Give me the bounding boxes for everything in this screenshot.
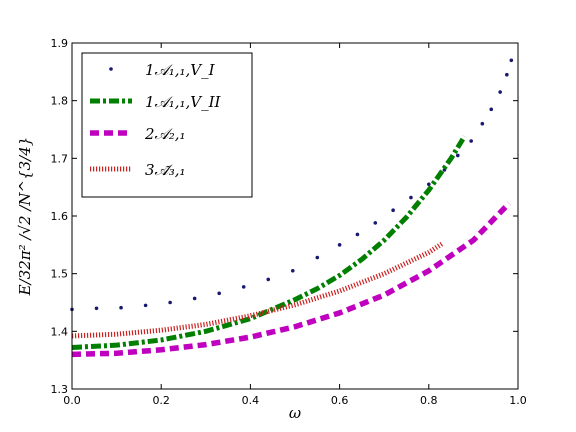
- legend-label-2: 2𝒜₂,₁: [144, 125, 186, 143]
- x-tick-label: 0.8: [420, 394, 438, 407]
- x-tick-label: 0.2: [152, 394, 170, 407]
- legend-box: [81, 52, 253, 198]
- series-line-2: [71, 201, 512, 358]
- data-point-series-0: [337, 243, 342, 247]
- data-point-series-0: [355, 232, 360, 237]
- data-point-series-0: [489, 107, 494, 112]
- y-axis-label-group: E/32π² /√2 /N^{3/4}: [16, 137, 34, 297]
- data-point-series-0: [509, 58, 514, 63]
- y-tick-label: 1.9: [51, 37, 69, 50]
- data-point-series-0: [409, 195, 413, 200]
- legend-swatch-0: [109, 67, 113, 71]
- plot-marks: [70, 58, 514, 358]
- y-tick-label: 1.8: [51, 95, 69, 108]
- data-point-series-0: [469, 139, 473, 143]
- y-axis-label: E/32π² /√2 /N^{3/4}: [16, 137, 34, 297]
- x-tick-label: 0.4: [242, 394, 260, 407]
- legend-label-0: 1𝒜₁,₁,V_I: [145, 61, 216, 79]
- data-point-series-0: [217, 291, 221, 296]
- x-tick-label: 0.0: [63, 394, 81, 407]
- y-tick-label: 1.3: [51, 383, 69, 396]
- x-tick-label: 0.6: [331, 394, 349, 407]
- data-point-series-0: [480, 121, 485, 126]
- data-point-series-0: [290, 268, 295, 273]
- series-line-3: [71, 241, 444, 339]
- data-point-series-0: [266, 277, 271, 282]
- data-point-series-0: [94, 306, 99, 311]
- data-point-series-0: [391, 208, 395, 213]
- data-point-series-0: [168, 300, 172, 305]
- data-point-series-0: [498, 90, 502, 94]
- data-point-series-0: [119, 305, 123, 310]
- data-point-series-0: [192, 296, 197, 301]
- legend-label-1: 1𝒜₁,₁,V_II: [145, 93, 222, 111]
- data-point-series-0: [505, 72, 509, 77]
- data-point-series-0: [143, 303, 148, 308]
- x-tick-label: 1.0: [509, 394, 527, 407]
- series-line-1: [71, 135, 467, 350]
- y-tick-label: 1.7: [51, 152, 69, 165]
- data-point-series-0: [373, 221, 378, 225]
- data-point-series-0: [427, 182, 431, 187]
- y-tick-label: 1.4: [51, 325, 69, 338]
- x-axis-label: ω: [289, 404, 301, 422]
- data-point-series-0: [315, 255, 320, 260]
- legend: 1𝒜₁,₁,V_I 1𝒜₁,₁,V_II 2𝒜₂,₁ 3𝒜̃₃,₁: [81, 52, 253, 198]
- data-point-series-0: [455, 153, 460, 158]
- data-point-series-0: [241, 285, 246, 289]
- axis-ticks: 0.0 0.2 0.4 0.6 0.8 1.0 1.3 1.4 1.5 1.6 1.7 1.8 1.9: [51, 37, 527, 407]
- y-tick-label: 1.6: [51, 210, 69, 223]
- legend-label-3: 3𝒜̃₃,₁: [145, 161, 186, 179]
- y-tick-label: 1.5: [51, 268, 69, 281]
